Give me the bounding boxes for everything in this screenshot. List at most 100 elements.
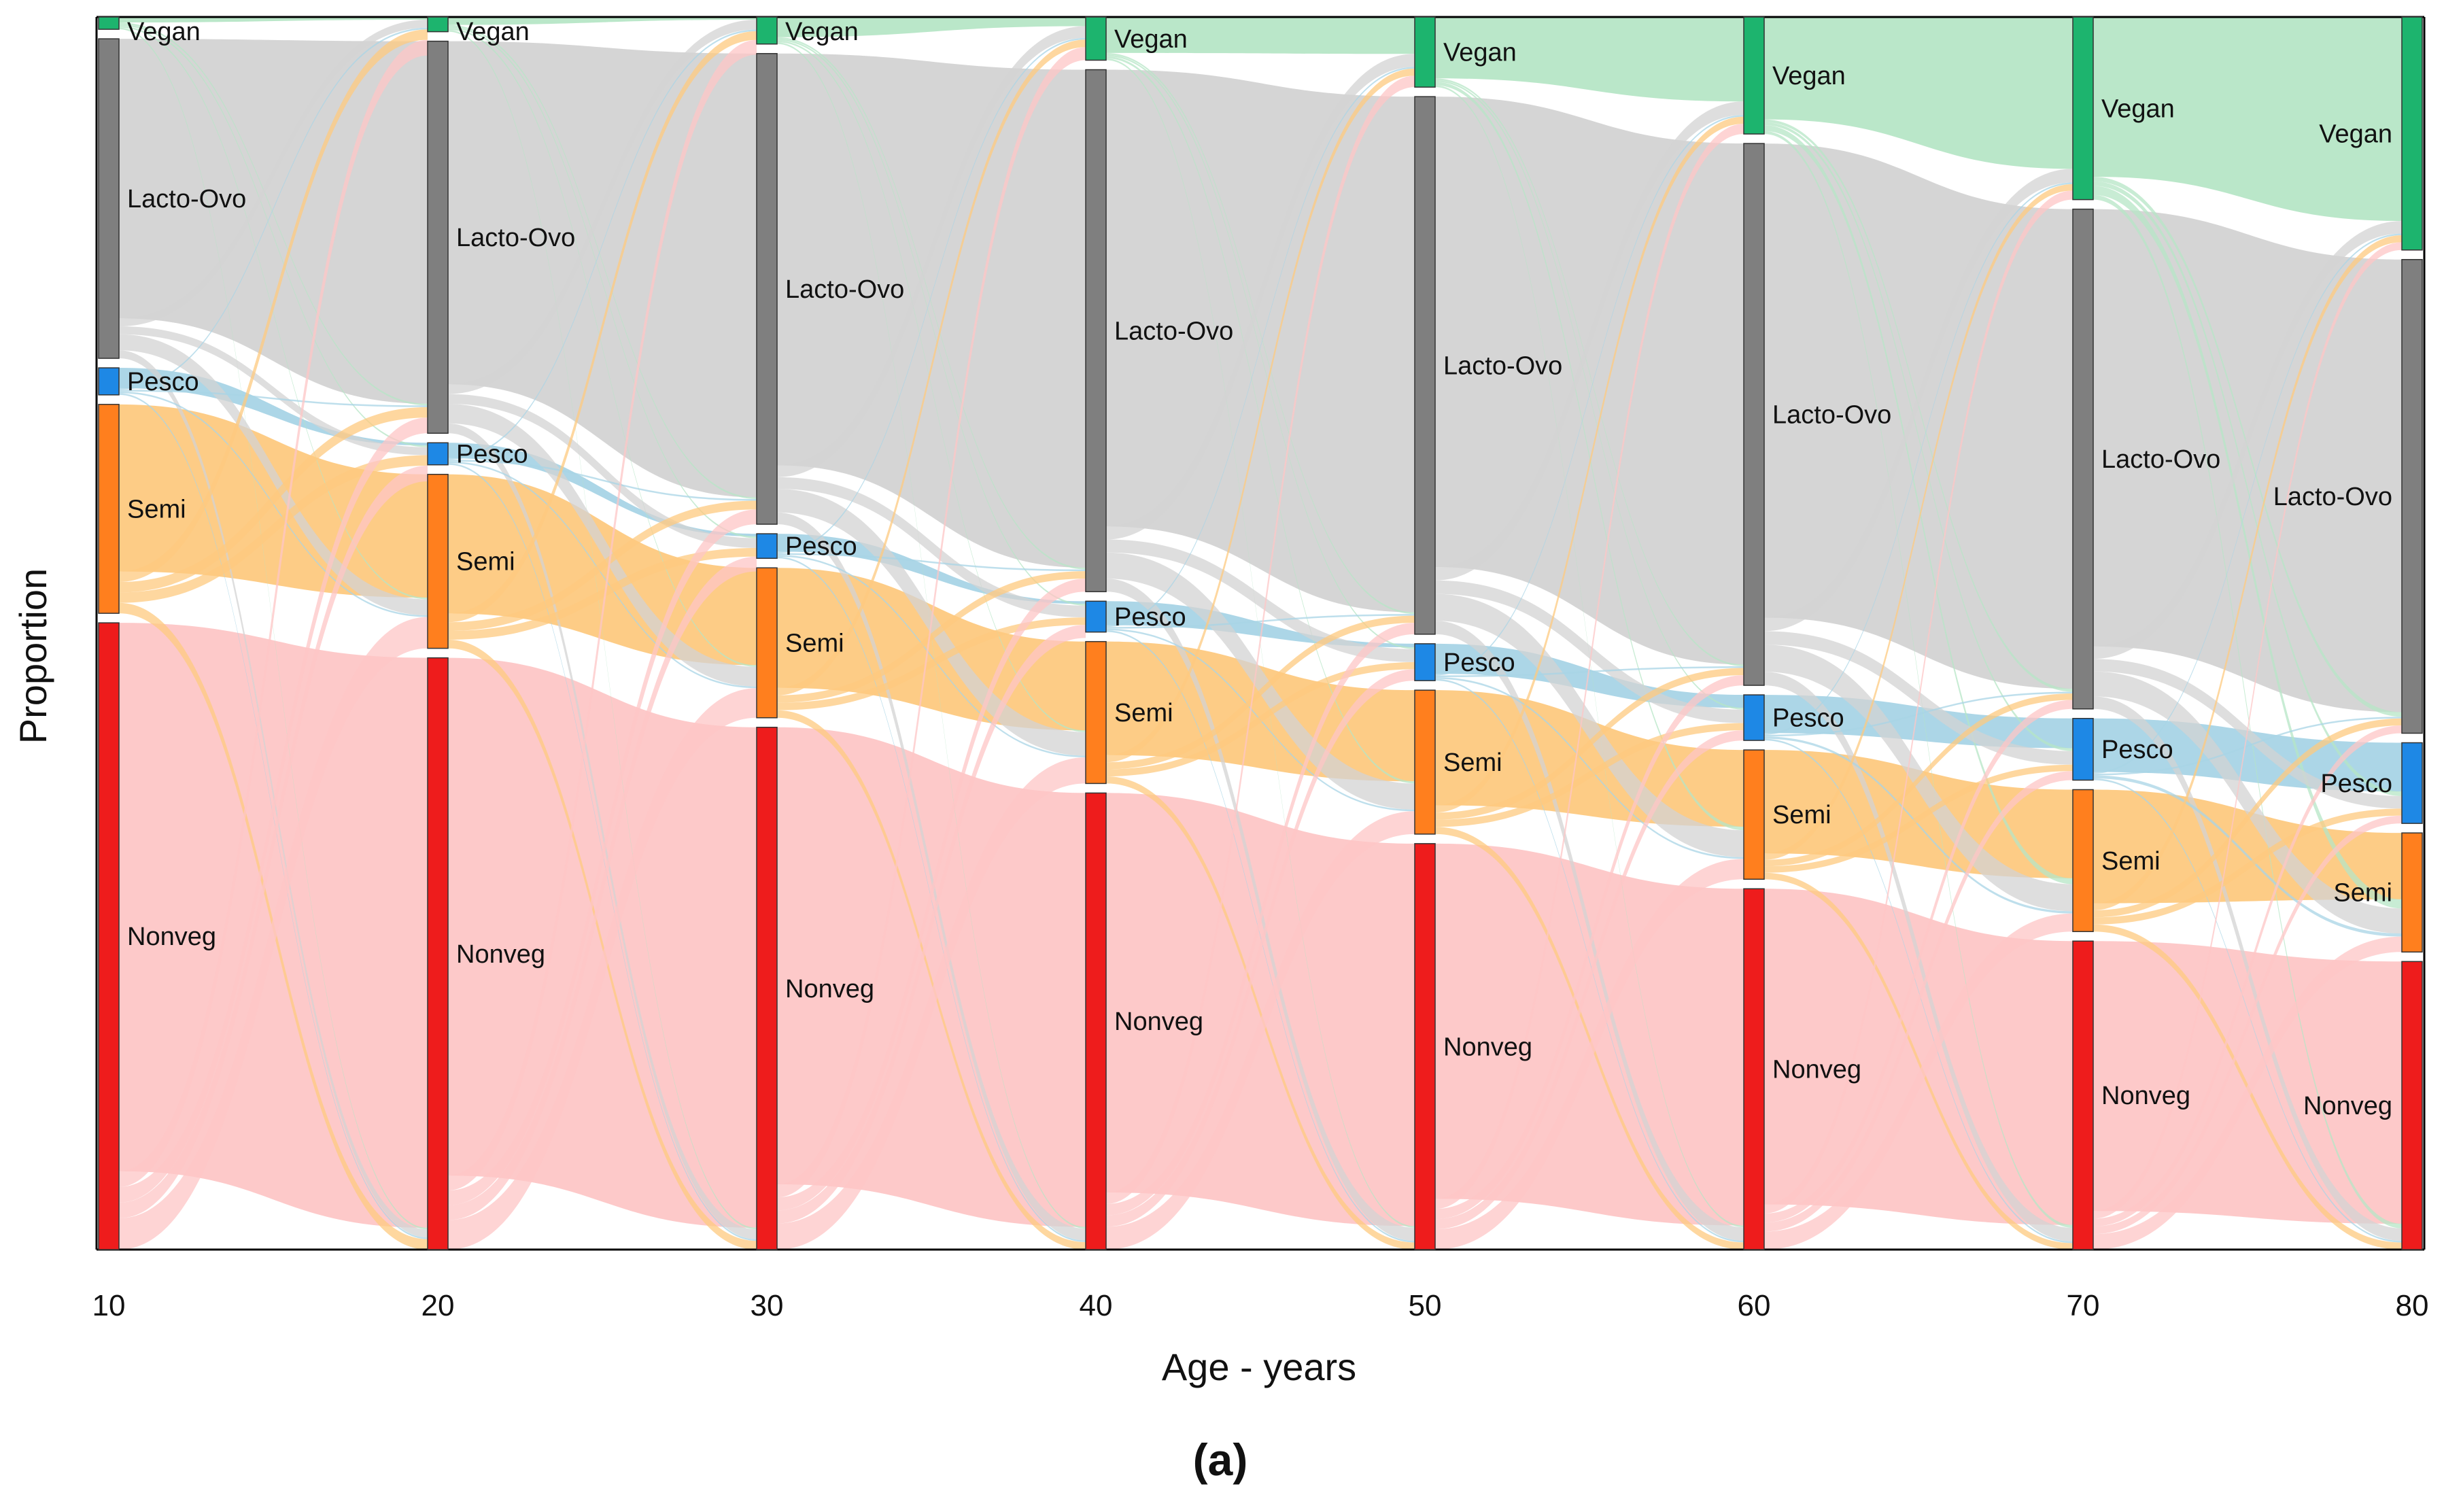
flow-semi-to-lacto-ovo-70 <box>2093 718 2402 918</box>
flow-stay-semi-70 <box>2093 789 2402 904</box>
flow-pesco-to-lacto-ovo-70 <box>2093 717 2402 776</box>
flow-semi-to-pesco-70 <box>2093 808 2402 925</box>
flow-nonveg-to-vegan-50 <box>1435 124 1744 1209</box>
flow-pesco-to-vegan-10 <box>119 27 428 390</box>
node-label-nonveg-age-80: Nonveg <box>2303 1092 2392 1120</box>
flow-stay-vegan-60 <box>1764 17 2073 169</box>
node-label-semi-age-80: Semi <box>2333 879 2392 908</box>
flow-vegan-to-nonveg-20 <box>448 30 757 1230</box>
flow-vegan-to-pesco-20 <box>448 27 757 538</box>
flow-nonveg-to-semi-20 <box>448 688 757 1250</box>
flow-stay-vegan-30 <box>777 17 1086 37</box>
node-vegan-age-60 <box>1743 16 1765 135</box>
node-lacto-ovo-age-80 <box>2401 258 2423 734</box>
flow-pesco-to-nonveg-60 <box>1764 738 2073 1243</box>
flow-pesco-to-nonveg-50 <box>1435 678 1744 1243</box>
flow-semi-to-lacto-ovo-10 <box>119 407 428 593</box>
flow-nonveg-to-pesco-40 <box>1106 669 1415 1227</box>
node-pesco-age-30 <box>756 533 778 559</box>
x-tick-label-80: 80 <box>2396 1289 2429 1322</box>
node-nonveg-age-40 <box>1085 792 1107 1250</box>
node-label-vegan-age-40: Vegan <box>1114 25 1188 54</box>
flow-stay-pesco-20 <box>448 443 757 537</box>
flow-stay-vegan-20 <box>448 17 757 25</box>
node-vegan-age-70 <box>2072 16 2094 201</box>
flow-semi-to-pesco-10 <box>119 455 428 603</box>
flows <box>119 17 2402 1250</box>
node-label-nonveg-age-40: Nonveg <box>1114 1008 1203 1036</box>
node-label-vegan-age-20: Vegan <box>456 18 530 46</box>
flow-pesco-to-semi-60 <box>1764 736 2073 914</box>
flow-lacto-ovo-to-pesco-40 <box>1106 539 1415 662</box>
node-semi-age-50 <box>1414 689 1436 835</box>
flow-lacto-ovo-to-vegan-10 <box>119 20 428 327</box>
node-nonveg-age-60 <box>1743 888 1765 1250</box>
flow-stay-pesco-70 <box>2093 718 2402 792</box>
node-label-nonveg-age-30: Nonveg <box>785 975 874 1003</box>
node-vegan-age-30 <box>756 16 778 45</box>
node-nonveg-age-30 <box>756 727 778 1250</box>
flow-nonveg-to-pesco-10 <box>119 465 428 1218</box>
flow-stay-lacto-ovo-10 <box>119 39 428 404</box>
flow-vegan-to-semi-40 <box>1106 56 1415 784</box>
flow-pesco-to-nonveg-40 <box>1106 630 1415 1243</box>
node-lacto-ovo-age-30 <box>756 53 778 525</box>
flow-stay-nonveg-50 <box>1435 843 1744 1226</box>
flow-semi-to-pesco-50 <box>1435 723 1744 827</box>
flow-vegan-to-semi-30 <box>777 40 1086 732</box>
flow-vegan-to-nonveg-60 <box>1764 131 2073 1228</box>
flow-vegan-to-lacto-ovo-30 <box>777 37 1086 570</box>
flow-nonveg-to-vegan-40 <box>1106 75 1415 1204</box>
node-nonveg-age-10 <box>98 622 120 1250</box>
node-label-nonveg-age-60: Nonveg <box>1772 1056 1861 1084</box>
flow-pesco-to-vegan-30 <box>777 37 1086 553</box>
node-label-nonveg-age-50: Nonveg <box>1443 1033 1532 1061</box>
flow-semi-to-vegan-30 <box>777 39 1086 695</box>
x-axis-title: Age - years <box>1162 1345 1356 1388</box>
flow-nonveg-to-vegan-20 <box>448 39 757 1190</box>
flow-stay-pesco-10 <box>119 368 428 446</box>
flow-vegan-to-lacto-ovo-50 <box>1435 78 1744 667</box>
flow-semi-to-lacto-ovo-30 <box>777 571 1086 703</box>
flow-pesco-to-semi-50 <box>1435 676 1744 859</box>
flow-semi-to-pesco-60 <box>1764 764 2073 873</box>
flow-stay-nonveg-70 <box>2093 941 2402 1224</box>
flow-pesco-to-vegan-60 <box>1764 182 2073 735</box>
flow-lacto-ovo-to-nonveg-70 <box>2093 696 2402 1241</box>
flow-semi-to-lacto-ovo-50 <box>1435 668 1744 820</box>
flow-pesco-to-semi-30 <box>777 555 1086 758</box>
flow-stay-lacto-ovo-50 <box>1435 97 1744 665</box>
node-lacto-ovo-age-60 <box>1743 143 1765 686</box>
flow-nonveg-to-lacto-ovo-30 <box>777 579 1086 1211</box>
node-nonveg-age-20 <box>427 657 449 1250</box>
node-label-semi-age-50: Semi <box>1443 749 1502 777</box>
node-vegan-age-40 <box>1085 16 1107 61</box>
flow-pesco-to-vegan-40 <box>1106 67 1415 628</box>
flow-semi-to-vegan-20 <box>448 31 757 623</box>
x-tick-label-50: 50 <box>1409 1289 1442 1322</box>
flow-lacto-ovo-to-nonveg-40 <box>1106 579 1415 1241</box>
flow-nonveg-to-semi-60 <box>1764 913 2073 1250</box>
flow-nonveg-to-lacto-ovo-70 <box>2093 725 2402 1226</box>
flow-lacto-ovo-to-semi-10 <box>119 334 428 616</box>
flow-stay-lacto-ovo-30 <box>777 53 1086 568</box>
flow-vegan-to-lacto-ovo-40 <box>1106 52 1415 615</box>
flow-nonveg-to-vegan-30 <box>777 47 1086 1198</box>
flow-pesco-to-lacto-ovo-60 <box>1764 691 2073 737</box>
node-nonveg-age-70 <box>2072 940 2094 1250</box>
node-label-pesco-age-70: Pesco <box>2101 736 2173 764</box>
flow-vegan-to-pesco-70 <box>2093 181 2402 796</box>
flow-semi-to-vegan-40 <box>1106 68 1415 763</box>
flow-pesco-to-lacto-ovo-30 <box>777 553 1086 572</box>
flow-stay-vegan-50 <box>1435 17 1744 102</box>
flow-lacto-ovo-to-vegan-30 <box>777 26 1086 477</box>
flow-nonveg-to-semi-10 <box>119 617 428 1250</box>
node-pesco-age-10 <box>98 367 120 396</box>
flow-vegan-to-pesco-60 <box>1764 122 2073 751</box>
node-pesco-age-50 <box>1414 643 1436 681</box>
flow-nonveg-to-lacto-ovo-10 <box>119 417 428 1203</box>
node-vegan-age-80 <box>2401 16 2423 251</box>
flow-vegan-to-semi-20 <box>448 28 757 667</box>
flow-nonveg-to-lacto-ovo-20 <box>448 509 757 1205</box>
